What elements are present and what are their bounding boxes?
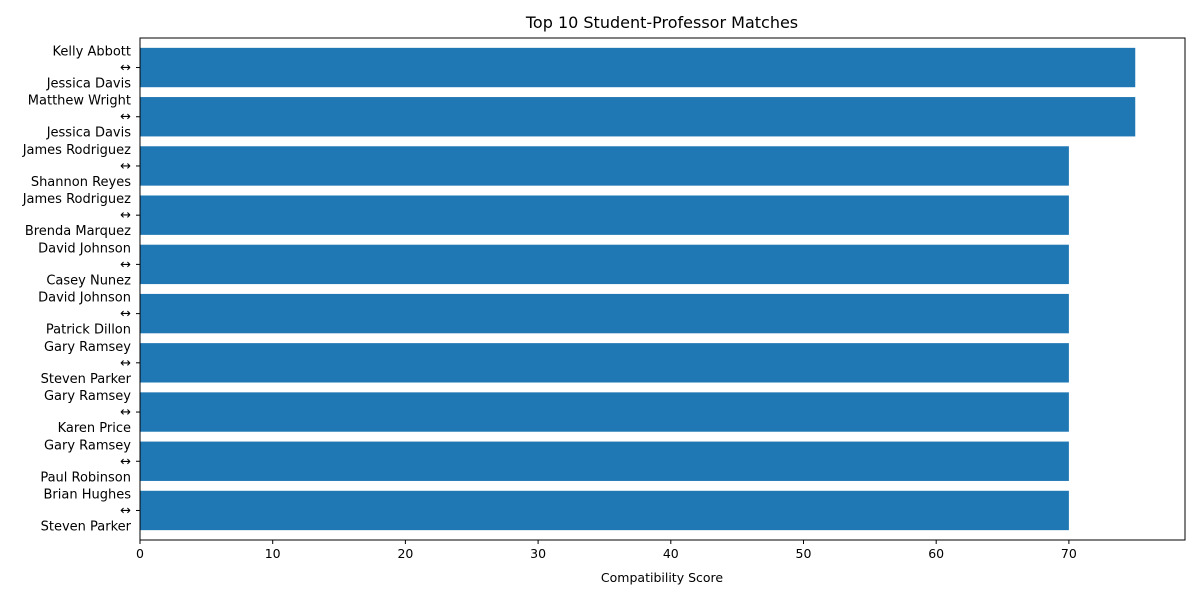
bar	[140, 146, 1069, 186]
chart-title: Top 10 Student-Professor Matches	[525, 13, 798, 32]
category-label: James Rodriguez ↔ Shannon Reyes	[22, 143, 132, 190]
category-label: Gary Ramsey ↔ Steven Parker	[41, 340, 132, 387]
x-tick-label: 0	[136, 546, 144, 561]
x-tick-label: 60	[928, 546, 944, 561]
x-tick-label: 70	[1061, 546, 1077, 561]
category-label: David Johnson ↔ Patrick Dillon	[38, 291, 131, 338]
x-tick-label: 30	[530, 546, 546, 561]
category-label: David Johnson ↔ Casey Nunez	[38, 241, 131, 288]
x-axis-label: Compatibility Score	[601, 570, 723, 585]
category-label: Gary Ramsey ↔ Karen Price	[44, 389, 131, 436]
bar	[140, 343, 1069, 383]
x-tick-label: 10	[265, 546, 281, 561]
bar	[140, 47, 1136, 88]
x-tick-label: 20	[397, 546, 413, 561]
bar	[140, 490, 1069, 531]
category-label: Gary Ramsey ↔ Paul Robinson	[40, 438, 131, 485]
x-tick-label: 40	[663, 546, 679, 561]
category-label: Matthew Wright ↔ Jessica Davis	[28, 94, 131, 141]
bar	[140, 97, 1136, 137]
bar	[140, 195, 1069, 235]
bars-group	[140, 47, 1136, 531]
bar	[140, 244, 1069, 285]
category-label: Brian Hughes ↔ Steven Parker	[41, 487, 132, 534]
axes-frame	[139, 37, 1186, 541]
category-label: Kelly Abbott ↔ Jessica Davis	[46, 45, 132, 92]
category-label: James Rodriguez ↔ Brenda Marquez	[22, 192, 131, 239]
x-tick-label: 50	[796, 546, 812, 561]
bar	[140, 441, 1069, 481]
bar	[140, 293, 1069, 334]
x-ticks-group: 0 10 20 30 40 50 60 70	[136, 540, 1077, 561]
bar	[140, 392, 1069, 432]
